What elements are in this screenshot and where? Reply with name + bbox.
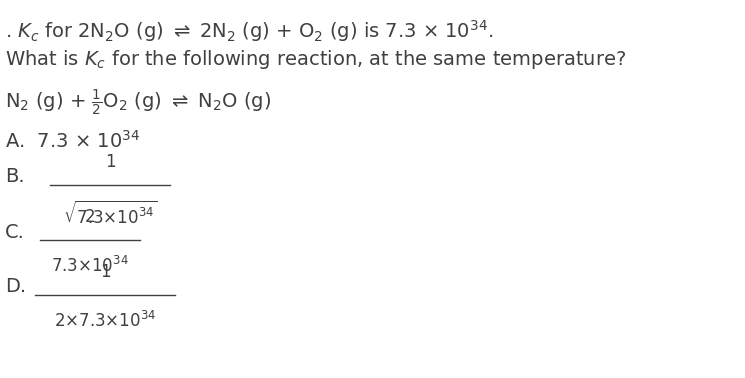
Text: C.: C.	[5, 223, 25, 242]
Text: D.: D.	[5, 277, 26, 296]
Text: A.  7.3 × 10$^{34}$: A. 7.3 × 10$^{34}$	[5, 130, 140, 152]
Text: 2×7.3×10$^{34}$: 2×7.3×10$^{34}$	[54, 311, 156, 331]
Text: 7.3×10$^{34}$: 7.3×10$^{34}$	[51, 256, 129, 276]
Text: N$_2$ (g) + $\frac{1}{2}$O$_2$ (g) $\rightleftharpoons$ N$_2$O (g): N$_2$ (g) + $\frac{1}{2}$O$_2$ (g) $\rig…	[5, 88, 271, 118]
Text: . $K_c$ for 2N$_2$O (g) $\rightleftharpoons$ 2N$_2$ (g) + O$_2$ (g) is 7.3 × 10$: . $K_c$ for 2N$_2$O (g) $\rightleftharpo…	[5, 18, 494, 44]
Text: 1: 1	[105, 153, 115, 171]
Text: B.: B.	[5, 167, 25, 186]
Text: What is $K_c$ for the following reaction, at the same temperature?: What is $K_c$ for the following reaction…	[5, 48, 626, 71]
Text: $\sqrt{7.3{\times}10^{34}}$: $\sqrt{7.3{\times}10^{34}}$	[63, 201, 157, 228]
Text: 2: 2	[85, 208, 95, 226]
Text: 1: 1	[100, 263, 110, 281]
